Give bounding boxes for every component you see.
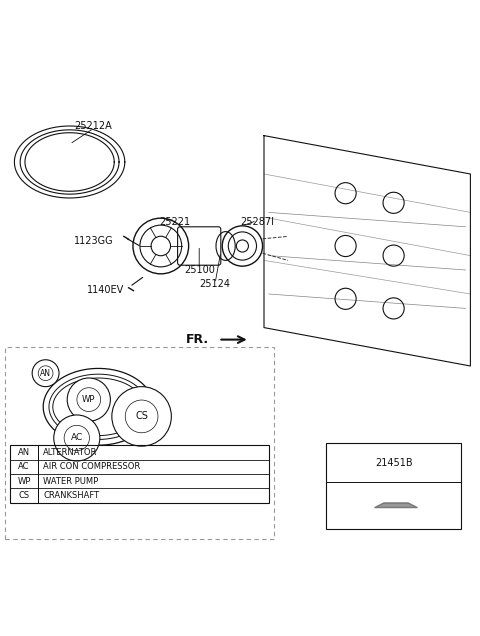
Circle shape — [67, 378, 110, 421]
Text: 25124: 25124 — [200, 279, 230, 289]
Text: 1123GG: 1123GG — [74, 236, 113, 246]
Circle shape — [112, 387, 171, 446]
Text: 25100: 25100 — [184, 265, 215, 275]
Circle shape — [54, 415, 100, 461]
Text: 1140EV: 1140EV — [87, 285, 124, 295]
Bar — [10, 445, 269, 503]
Text: AN: AN — [18, 448, 30, 457]
Text: WP: WP — [17, 477, 31, 486]
Text: CRANKSHAFT: CRANKSHAFT — [43, 491, 99, 500]
Circle shape — [32, 360, 59, 387]
Text: AC: AC — [18, 462, 30, 471]
Bar — [326, 443, 461, 529]
Text: 25212A: 25212A — [75, 121, 112, 131]
Text: WATER PUMP: WATER PUMP — [43, 477, 98, 486]
Text: WP: WP — [82, 395, 96, 404]
Text: CS: CS — [18, 491, 30, 500]
Text: 21451B: 21451B — [375, 458, 412, 467]
Text: AIR CON COMPRESSOR: AIR CON COMPRESSOR — [43, 462, 141, 471]
Text: 25221: 25221 — [160, 217, 191, 227]
Text: ALTERNATOR: ALTERNATOR — [43, 448, 97, 457]
Text: CS: CS — [135, 411, 148, 422]
Text: FR.: FR. — [186, 333, 209, 346]
Polygon shape — [374, 503, 418, 508]
Text: AC: AC — [71, 434, 83, 443]
Text: AN: AN — [40, 369, 51, 378]
Text: 25287I: 25287I — [240, 217, 274, 227]
